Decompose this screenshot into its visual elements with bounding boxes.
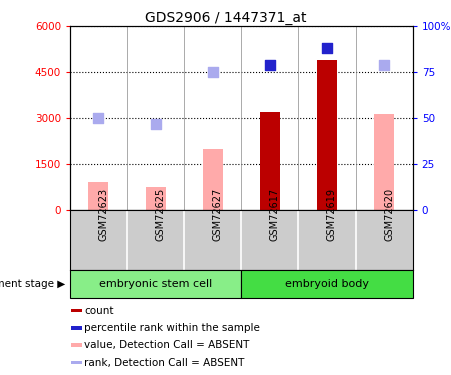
Text: count: count: [84, 306, 114, 315]
Text: GSM72625: GSM72625: [156, 188, 166, 242]
Point: [209, 69, 216, 75]
Text: embryonic stem cell: embryonic stem cell: [99, 279, 212, 289]
Bar: [146, 187, 166, 210]
Bar: [317, 60, 337, 210]
Point: [95, 115, 102, 121]
Bar: [88, 183, 109, 210]
Bar: [71, 361, 82, 364]
Bar: [241, 270, 413, 298]
Text: GSM72627: GSM72627: [213, 188, 223, 242]
Bar: [70, 270, 241, 298]
Bar: [202, 149, 223, 210]
Bar: [260, 112, 280, 210]
Bar: [71, 344, 82, 347]
Point: [152, 121, 159, 127]
Text: GSM72619: GSM72619: [327, 188, 337, 241]
Text: GDS2906 / 1447371_at: GDS2906 / 1447371_at: [145, 11, 306, 25]
Bar: [71, 309, 82, 312]
Text: embryoid body: embryoid body: [285, 279, 369, 289]
Point: [266, 62, 273, 68]
Text: GSM72620: GSM72620: [384, 188, 394, 242]
Text: GSM72623: GSM72623: [98, 188, 109, 242]
Bar: [374, 114, 394, 210]
Text: development stage ▶: development stage ▶: [0, 279, 65, 289]
Point: [381, 62, 388, 68]
Text: percentile rank within the sample: percentile rank within the sample: [84, 323, 260, 333]
Text: rank, Detection Call = ABSENT: rank, Detection Call = ABSENT: [84, 358, 244, 368]
Text: GSM72617: GSM72617: [270, 188, 280, 242]
Bar: [71, 326, 82, 330]
Point: [323, 45, 331, 51]
Text: value, Detection Call = ABSENT: value, Detection Call = ABSENT: [84, 340, 249, 350]
